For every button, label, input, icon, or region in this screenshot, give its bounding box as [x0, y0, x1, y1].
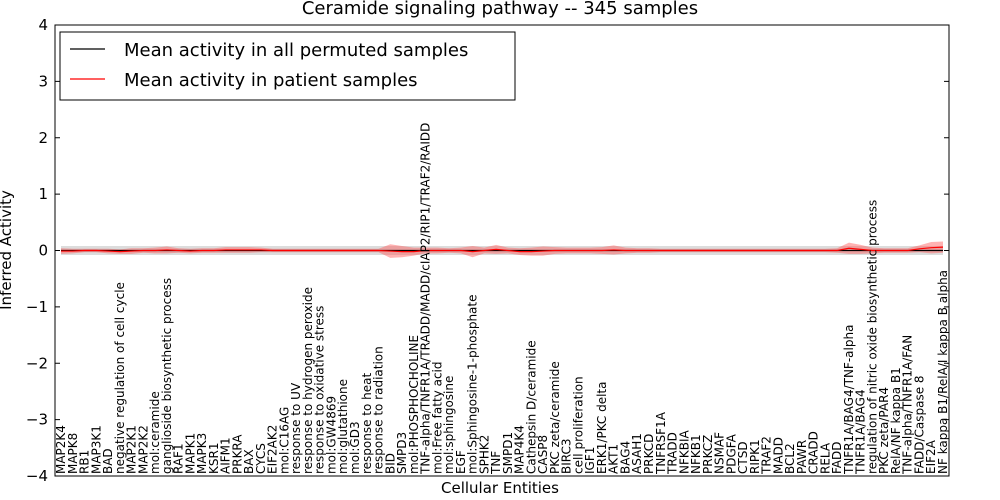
- y-tick-label: −3: [26, 411, 48, 429]
- x-tick-label: FADD: [830, 442, 844, 475]
- x-tick-label: BAD: [101, 448, 115, 474]
- y-axis-label: Inferred Activity: [0, 190, 15, 310]
- x-tick-label: BIRC3: [560, 438, 574, 474]
- x-tick-label: PDGFA: [724, 433, 738, 474]
- y-tick-label: 2: [38, 129, 48, 147]
- x-tick-label: PKC zeta/PAR4: [877, 387, 891, 474]
- x-tick-label: FADD/Caspase 8: [912, 375, 926, 474]
- x-axis-label: Cellular Entities: [441, 479, 559, 497]
- y-tick-label: −2: [26, 354, 48, 372]
- x-tick-label: mol:C16AG: [277, 407, 291, 474]
- x-tick-label: mol:glutathione: [336, 379, 350, 474]
- x-tick-label: RAF1: [172, 443, 186, 474]
- x-tick-label: CRADD: [807, 431, 821, 474]
- x-tick-label: PRKRA: [230, 434, 244, 474]
- x-tick-label: AKT1: [607, 444, 621, 474]
- x-tick-label: SMPD1: [501, 432, 515, 474]
- x-tick-label: PRKCD: [642, 434, 656, 474]
- y-tick-label: 3: [38, 72, 48, 90]
- plot-frame: [54, 24, 950, 477]
- x-tick-label: TNFRSF1A: [654, 411, 668, 475]
- x-tick-label: MAPK8: [66, 433, 80, 474]
- x-tick-label: TNFR1A/BAG4/TNF-alpha: [842, 325, 856, 475]
- chart-title: Ceramide signaling pathway -- 345 sample…: [302, 0, 698, 19]
- x-tick-label: EIF2A: [924, 439, 938, 474]
- x-tick-label: TNF: [489, 451, 503, 475]
- x-tick-label: regulation of nitric oxide biosynthetic …: [865, 200, 879, 474]
- x-tick-label: mol:Free fatty acid: [430, 362, 444, 475]
- x-tick-label: KSR1: [207, 443, 221, 474]
- x-tick-label: BID: [383, 453, 397, 474]
- x-tick-label: MADD: [771, 437, 785, 474]
- x-tick-label: mol:Sphingosine-1-phosphate: [466, 295, 480, 474]
- x-tick-label: AIFM1: [219, 437, 233, 474]
- x-tick-label: NF kappa B1/RelA/I kappa B alpha: [936, 270, 950, 474]
- x-tick-label: response to UV: [289, 382, 303, 474]
- legend-label-patient: Mean activity in patient samples: [124, 70, 418, 91]
- x-tick-label: MAP2K4: [54, 425, 68, 474]
- x-tick-label: response to hydrogen peroxide: [301, 287, 315, 474]
- legend-label-permuted: Mean activity in all permuted samples: [124, 40, 468, 61]
- x-tick-label: mol:PHOSPHOCHOLINE: [407, 335, 421, 474]
- y-tick-label: −1: [26, 298, 48, 316]
- x-tick-label: Cathepsin D/ceramide: [524, 340, 538, 474]
- x-tick-label: EGF: [454, 450, 468, 474]
- x-tick-label: CTSD: [736, 441, 750, 474]
- x-tick-label: MAP4K4: [513, 425, 527, 474]
- legend-box: [59, 31, 516, 101]
- x-tick-label: BCL2: [783, 443, 797, 474]
- x-tick-label: RELA: [818, 442, 832, 474]
- x-tick-label: MAPK3: [195, 433, 209, 474]
- x-tick-label: mol:sphingosine: [442, 376, 456, 474]
- x-tick-label: IGF1: [583, 447, 597, 474]
- x-tick-label: ganglioside biosynthetic process: [160, 278, 174, 474]
- x-tick-label: CASP8: [536, 435, 550, 474]
- x-tick-label: PKC zeta/ceramide: [548, 361, 562, 474]
- y-tick-label: 1: [38, 185, 48, 203]
- x-tick-label: NFKBIA: [677, 429, 691, 474]
- x-tick-label: TRADD: [666, 432, 680, 475]
- x-tick-label: TNF-alpha/TNFR1A/TRADD/MADD/cIAP2/RIP1/T…: [419, 123, 433, 475]
- x-tick-label: negative regulation of cell cycle: [113, 282, 127, 474]
- x-tick-label: mol:GW4869: [324, 396, 338, 474]
- x-tick-label: MAP2K2: [136, 425, 150, 474]
- x-tick-label: TNFR1A/BAG4: [854, 389, 868, 475]
- x-tick-label: mol:GD3: [348, 421, 362, 474]
- x-tick-label: PAWR: [795, 440, 809, 474]
- x-tick-label: SMPD3: [395, 432, 409, 474]
- x-tick-label: ASAH1: [630, 433, 644, 474]
- x-tick-label: BAX: [242, 449, 256, 474]
- x-tick-label: response to oxidative stress: [313, 306, 327, 474]
- x-tick-label: NSMAF: [713, 432, 727, 474]
- series-line-patient: [61, 246, 944, 253]
- x-tick-label: CYCS: [254, 443, 268, 474]
- x-tick-label: TNF-alpha/TNFR1A/FAN: [901, 335, 915, 475]
- x-tick-label: PRKCZ: [701, 435, 715, 474]
- x-tick-label: SPHK2: [477, 435, 491, 474]
- y-tick-label: −4: [26, 467, 48, 485]
- x-tick-label: MAP3K1: [89, 425, 103, 474]
- x-tick-label: RB1: [78, 450, 92, 474]
- y-tick-label: 4: [38, 16, 48, 34]
- x-tick-label: ERK1/PKC delta: [595, 381, 609, 474]
- x-tick-label: mol:ceramide: [148, 391, 162, 474]
- x-tick-label: BAG4: [618, 441, 632, 474]
- x-tick-label: TRAF2: [760, 436, 774, 475]
- x-tick-label: RIPK1: [748, 439, 762, 474]
- x-tick-label: MAPK1: [183, 433, 197, 474]
- x-tick-label: EIF2AK2: [266, 425, 280, 474]
- x-tick-label: response to heat: [360, 372, 374, 474]
- y-axis-ticks: −4 −3 −2 −1 0 1 2 3 4: [26, 16, 949, 485]
- series-lines: [61, 246, 944, 253]
- x-tick-label: NFKB1: [689, 434, 703, 474]
- x-tick-label: RelA/NF kappa B1: [889, 367, 903, 474]
- x-tick-label: cell proliferation: [571, 376, 585, 474]
- x-tick-label: response to radiation: [372, 346, 386, 474]
- y-tick-label: 0: [38, 242, 48, 260]
- legend: Mean activity in all permuted samples Me…: [59, 31, 516, 101]
- x-tick-label: MAP2K1: [125, 425, 139, 474]
